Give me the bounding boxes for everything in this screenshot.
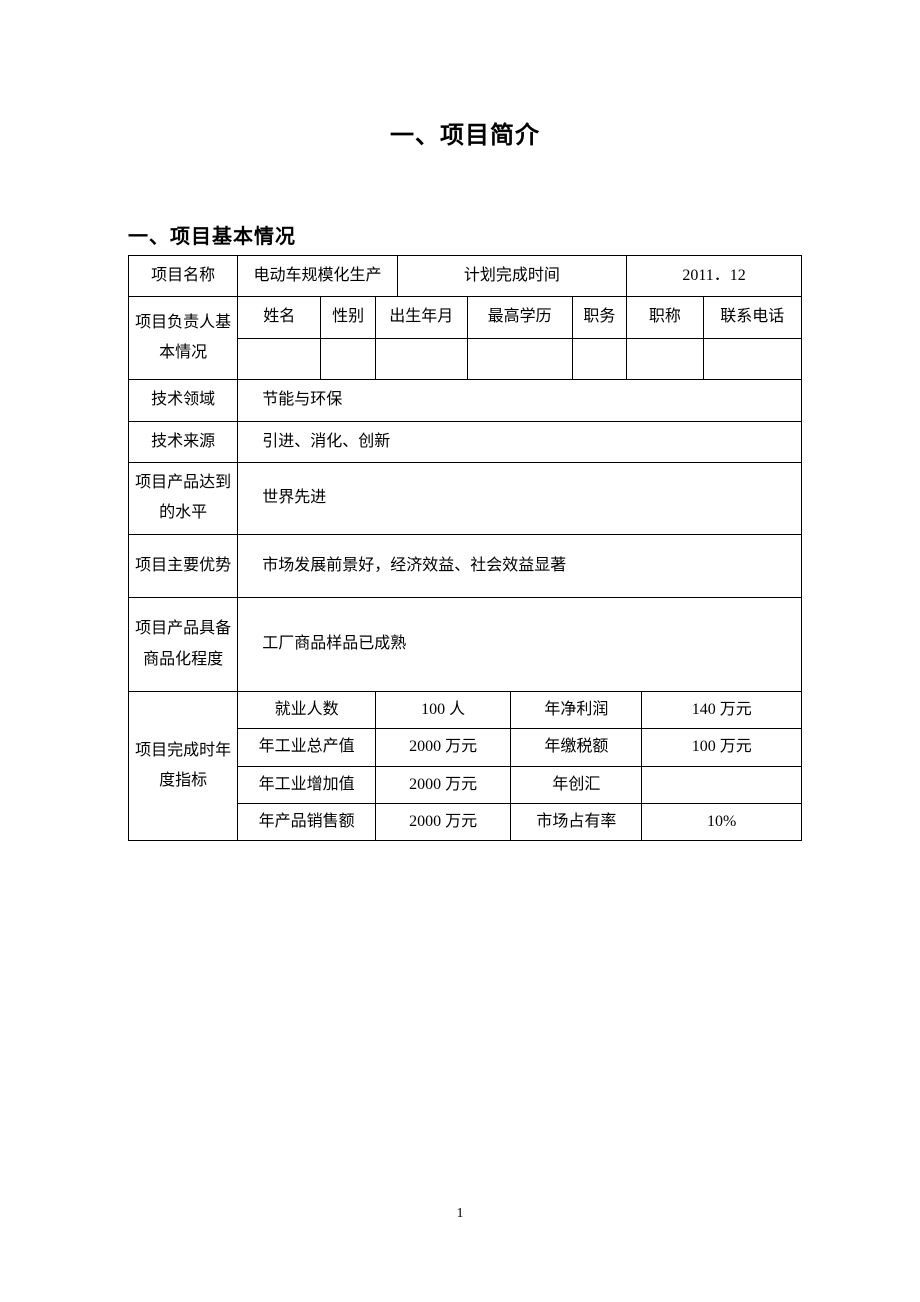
document-page: 一、项目简介 一、项目基本情况 项目名称 电动车规模化生产 计划完成时间 201… (0, 0, 920, 841)
header-gender: 性别 (321, 297, 376, 338)
value-education (467, 338, 572, 379)
indicator-value: 100 万元 (642, 729, 802, 766)
page-number: 1 (0, 1206, 920, 1222)
value-product-level: 世界先进 (238, 462, 802, 534)
page-title: 一、项目简介 (128, 115, 802, 150)
header-birth: 出生年月 (375, 297, 467, 338)
value-birth (375, 338, 467, 379)
indicator-value: 140 万元 (642, 691, 802, 728)
table-row: 项目主要优势 市场发展前景好，经济效益、社会效益显著 (129, 534, 802, 597)
indicator-value: 2000 万元 (375, 766, 510, 803)
table-row: 项目产品具备商品化程度 工厂商品样品已成熟 (129, 598, 802, 692)
indicator-label: 年工业增加值 (238, 766, 376, 803)
value-project-name: 电动车规模化生产 (238, 256, 397, 297)
indicator-value: 10% (642, 804, 802, 841)
label-commoditization: 项目产品具备商品化程度 (129, 598, 238, 692)
header-position: 职务 (572, 297, 627, 338)
value-advantage: 市场发展前景好，经济效益、社会效益显著 (238, 534, 802, 597)
label-project-name: 项目名称 (129, 256, 238, 297)
label-advantage: 项目主要优势 (129, 534, 238, 597)
value-tech-field: 节能与环保 (238, 380, 802, 421)
indicator-label: 年创汇 (511, 766, 642, 803)
value-plan-time: 2011．12 (627, 256, 802, 297)
table-row: 项目产品达到的水平 世界先进 (129, 462, 802, 534)
label-product-level: 项目产品达到的水平 (129, 462, 238, 534)
header-phone: 联系电话 (703, 297, 801, 338)
value-gender (321, 338, 376, 379)
value-name (238, 338, 321, 379)
label-tech-source: 技术来源 (129, 421, 238, 462)
header-education: 最高学历 (467, 297, 572, 338)
value-title (627, 338, 703, 379)
table-row: 项目完成时年度指标 就业人数 100 人 年净利润 140 万元 (129, 691, 802, 728)
project-info-table: 项目名称 电动车规模化生产 计划完成时间 2011．12 项目负责人基本情况 姓… (128, 255, 802, 841)
value-tech-source: 引进、消化、创新 (238, 421, 802, 462)
indicator-value: 2000 万元 (375, 804, 510, 841)
indicator-label: 年缴税额 (511, 729, 642, 766)
table-row: 技术来源 引进、消化、创新 (129, 421, 802, 462)
indicator-label: 就业人数 (238, 691, 376, 728)
value-commoditization: 工厂商品样品已成熟 (238, 598, 802, 692)
indicator-label: 市场占有率 (511, 804, 642, 841)
section-title: 一、项目基本情况 (128, 220, 802, 249)
label-tech-field: 技术领域 (129, 380, 238, 421)
table-row: 项目名称 电动车规模化生产 计划完成时间 2011．12 (129, 256, 802, 297)
value-phone (703, 338, 801, 379)
indicator-label: 年产品销售额 (238, 804, 376, 841)
indicator-label: 年工业总产值 (238, 729, 376, 766)
table-row: 项目负责人基本情况 姓名 性别 出生年月 最高学历 职务 职称 联系电话 (129, 297, 802, 338)
header-title: 职称 (627, 297, 703, 338)
label-plan-time: 计划完成时间 (397, 256, 626, 297)
indicator-label: 年净利润 (511, 691, 642, 728)
label-year-indicator: 项目完成时年度指标 (129, 691, 238, 841)
label-leader-info: 项目负责人基本情况 (129, 297, 238, 380)
table-row: 技术领域 节能与环保 (129, 380, 802, 421)
indicator-value: 2000 万元 (375, 729, 510, 766)
indicator-value (642, 766, 802, 803)
header-name: 姓名 (238, 297, 321, 338)
value-position (572, 338, 627, 379)
indicator-value: 100 人 (375, 691, 510, 728)
